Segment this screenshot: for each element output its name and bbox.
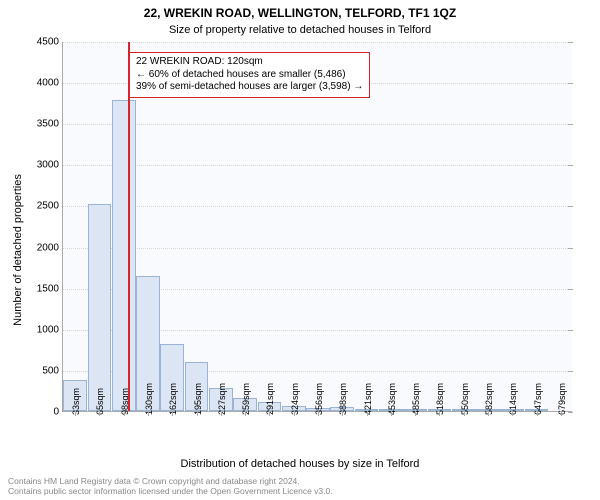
bar (88, 204, 112, 411)
x-tick-mark (439, 411, 440, 416)
gridline (63, 42, 572, 43)
x-tick-mark (221, 411, 222, 416)
y-tick-label: 1000 (37, 324, 63, 335)
y-tick-mark (568, 289, 573, 290)
y-tick-mark (568, 330, 573, 331)
x-tick-label: 647sqm (533, 383, 543, 415)
x-tick-label: 259sqm (241, 383, 251, 415)
x-tick-mark (391, 411, 392, 416)
x-tick-mark (464, 411, 465, 416)
x-tick-mark (367, 411, 368, 416)
x-axis-label: Distribution of detached houses by size … (0, 458, 600, 470)
x-tick-label: 33sqm (71, 388, 81, 415)
gridline (63, 206, 572, 207)
x-tick-label: 130sqm (144, 383, 154, 415)
y-tick-mark (568, 83, 573, 84)
x-tick-mark (197, 411, 198, 416)
x-tick-label: 614sqm (508, 383, 518, 415)
chart-subtitle: Size of property relative to detached ho… (0, 22, 600, 40)
y-tick-label: 4500 (37, 37, 63, 48)
y-tick-label: 500 (42, 365, 63, 376)
x-tick-label: 550sqm (460, 383, 470, 415)
chart-title: 22, WREKIN ROAD, WELLINGTON, TELFORD, TF… (0, 0, 600, 22)
chart-outer: 05001000150020002500300035004000450033sq… (62, 42, 572, 412)
x-tick-mark (488, 411, 489, 416)
footer-line-2: Contains public sector information licen… (8, 486, 333, 496)
y-tick-mark (568, 371, 573, 372)
y-tick-mark (568, 124, 573, 125)
footer-text: Contains HM Land Registry data © Crown c… (8, 476, 333, 496)
x-tick-label: 679sqm (557, 383, 567, 415)
x-tick-label: 485sqm (411, 383, 421, 415)
x-tick-mark (294, 411, 295, 416)
y-tick-mark (568, 165, 573, 166)
y-tick-mark (568, 248, 573, 249)
annotation-line: ← 60% of detached houses are smaller (5,… (136, 69, 363, 82)
x-tick-label: 195sqm (193, 383, 203, 415)
x-tick-label: 421sqm (363, 383, 373, 415)
y-tick-label: 4000 (37, 78, 63, 89)
y-tick-label: 0 (53, 407, 63, 418)
x-tick-mark (318, 411, 319, 416)
x-tick-label: 518sqm (435, 383, 445, 415)
x-tick-label: 582sqm (484, 383, 494, 415)
annotation-line: 39% of semi-detached houses are larger (… (136, 81, 363, 94)
x-tick-mark (99, 411, 100, 416)
annotation-line: 22 WREKIN ROAD: 120sqm (136, 56, 363, 69)
x-tick-mark (124, 411, 125, 416)
x-tick-label: 162sqm (168, 383, 178, 415)
gridline (63, 248, 572, 249)
x-tick-mark (148, 411, 149, 416)
y-axis-label: Number of detached properties (12, 174, 24, 326)
x-tick-mark (342, 411, 343, 416)
y-tick-label: 1500 (37, 283, 63, 294)
x-tick-label: 65sqm (95, 388, 105, 415)
x-tick-mark (512, 411, 513, 416)
y-tick-mark (568, 206, 573, 207)
y-tick-label: 2000 (37, 242, 63, 253)
x-tick-mark (415, 411, 416, 416)
x-tick-label: 291sqm (265, 383, 275, 415)
x-tick-mark (269, 411, 270, 416)
gridline (63, 165, 572, 166)
x-tick-label: 324sqm (290, 383, 300, 415)
x-tick-label: 227sqm (217, 383, 227, 415)
x-tick-label: 356sqm (314, 383, 324, 415)
footer-line-1: Contains HM Land Registry data © Crown c… (8, 476, 333, 486)
chart-container: 22, WREKIN ROAD, WELLINGTON, TELFORD, TF… (0, 0, 600, 500)
x-tick-label: 453sqm (387, 383, 397, 415)
bar (112, 100, 136, 411)
y-tick-label: 3000 (37, 160, 63, 171)
y-tick-label: 3500 (37, 119, 63, 130)
gridline (63, 124, 572, 125)
x-tick-mark (172, 411, 173, 416)
x-tick-label: 388sqm (338, 383, 348, 415)
y-tick-mark (568, 42, 573, 43)
y-tick-mark (568, 412, 573, 413)
x-tick-mark (75, 411, 76, 416)
plot-area: 05001000150020002500300035004000450033sq… (62, 42, 572, 412)
annotation-box: 22 WREKIN ROAD: 120sqm← 60% of detached … (129, 52, 370, 98)
y-tick-label: 2500 (37, 201, 63, 212)
x-tick-mark (245, 411, 246, 416)
x-tick-mark (537, 411, 538, 416)
x-tick-mark (561, 411, 562, 416)
